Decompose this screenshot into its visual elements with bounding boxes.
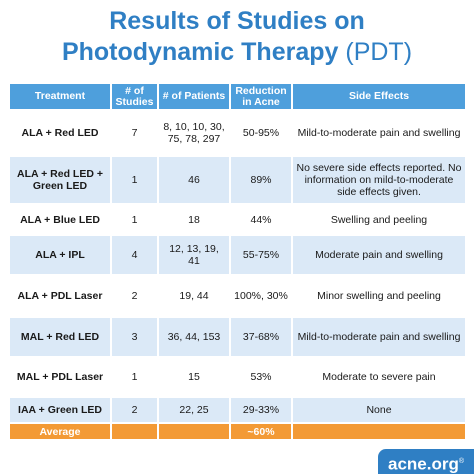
cell-side-effects: Mild-to-moderate pain and swelling	[293, 318, 465, 356]
cell-studies: 3	[112, 318, 157, 356]
cell-treatment: ALA + Red LED + Green LED	[10, 157, 110, 203]
header-studies: # of Studies	[112, 84, 157, 109]
table-row: ALA + Red LED 7 8, 10, 10, 30, 75, 78, 2…	[10, 111, 465, 155]
cell-studies: 1	[112, 157, 157, 203]
table-row: ALA + Blue LED 1 18 44% Swelling and pee…	[10, 205, 465, 234]
header-reduction: Reduction in Acne	[231, 84, 291, 109]
cell-side-effects: Swelling and peeling	[293, 205, 465, 234]
cell-patients: 8, 10, 10, 30, 75, 78, 297	[159, 111, 229, 155]
cell-reduction: 29-33%	[231, 398, 291, 422]
cell-studies: 7	[112, 111, 157, 155]
cell-side-effects: None	[293, 398, 465, 422]
cell-treatment: ALA + PDL Laser	[10, 276, 110, 316]
average-spacer	[112, 424, 157, 439]
cell-reduction: 50-95%	[231, 111, 291, 155]
cell-side-effects: Moderate pain and swelling	[293, 236, 465, 274]
pdt-results-table: Treatment # of Studies # of Patients Red…	[8, 82, 467, 441]
title-line-2-light: (PDT)	[345, 38, 413, 66]
cell-treatment: IAA + Green LED	[10, 398, 110, 422]
acne-org-logo: acne.org®	[378, 449, 474, 474]
cell-patients: 12, 13, 19, 41	[159, 236, 229, 274]
cell-treatment: ALA + Red LED	[10, 111, 110, 155]
header-treatment: Treatment	[10, 84, 110, 109]
table-row: ALA + PDL Laser 2 19, 44 100%, 30% Minor…	[10, 276, 465, 316]
cell-studies: 2	[112, 276, 157, 316]
table-row: ALA + IPL 4 12, 13, 19, 41 55-75% Modera…	[10, 236, 465, 274]
table-row: MAL + Red LED 3 36, 44, 153 37-68% Mild-…	[10, 318, 465, 356]
table-row: MAL + PDL Laser 1 15 53% Moderate to sev…	[10, 358, 465, 396]
cell-treatment: ALA + IPL	[10, 236, 110, 274]
cell-patients: 18	[159, 205, 229, 234]
page-title: Results of Studies on Photodynamic Thera…	[0, 6, 474, 68]
table-row: IAA + Green LED 2 22, 25 29-33% None	[10, 398, 465, 422]
table-header-row: Treatment # of Studies # of Patients Red…	[10, 84, 465, 109]
cell-patients: 19, 44	[159, 276, 229, 316]
cell-reduction: 44%	[231, 205, 291, 234]
cell-side-effects: Mild-to-moderate pain and swelling	[293, 111, 465, 155]
cell-reduction: 55-75%	[231, 236, 291, 274]
cell-reduction: 37-68%	[231, 318, 291, 356]
header-side-effects: Side Effects	[293, 84, 465, 109]
cell-patients: 36, 44, 153	[159, 318, 229, 356]
logo-text: acne.org	[387, 454, 459, 474]
cell-studies: 4	[112, 236, 157, 274]
cell-reduction: 53%	[231, 358, 291, 396]
table-row: ALA + Red LED + Green LED 1 46 89% No se…	[10, 157, 465, 203]
title-line-2-bold: Photodynamic Therapy	[61, 38, 339, 66]
cell-side-effects: Minor swelling and peeling	[293, 276, 465, 316]
cell-reduction: 100%, 30%	[231, 276, 291, 316]
title-line-2: Photodynamic Therapy (PDT)	[0, 37, 474, 68]
cell-treatment: MAL + PDL Laser	[10, 358, 110, 396]
cell-patients: 15	[159, 358, 229, 396]
cell-patients: 22, 25	[159, 398, 229, 422]
cell-reduction: 89%	[231, 157, 291, 203]
average-label: Average	[10, 424, 110, 439]
average-spacer	[293, 424, 465, 439]
cell-patients: 46	[159, 157, 229, 203]
cell-treatment: MAL + Red LED	[10, 318, 110, 356]
cell-side-effects: No severe side effects reported. No info…	[293, 157, 465, 203]
cell-side-effects: Moderate to severe pain	[293, 358, 465, 396]
average-row: Average ~60%	[10, 424, 465, 439]
cell-studies: 2	[112, 398, 157, 422]
cell-studies: 1	[112, 358, 157, 396]
title-line-1: Results of Studies on	[109, 7, 365, 35]
cell-treatment: ALA + Blue LED	[10, 205, 110, 234]
average-value: ~60%	[231, 424, 291, 439]
header-patients: # of Patients	[159, 84, 229, 109]
average-spacer	[159, 424, 229, 439]
logo-registered-mark: ®	[458, 458, 465, 465]
cell-studies: 1	[112, 205, 157, 234]
